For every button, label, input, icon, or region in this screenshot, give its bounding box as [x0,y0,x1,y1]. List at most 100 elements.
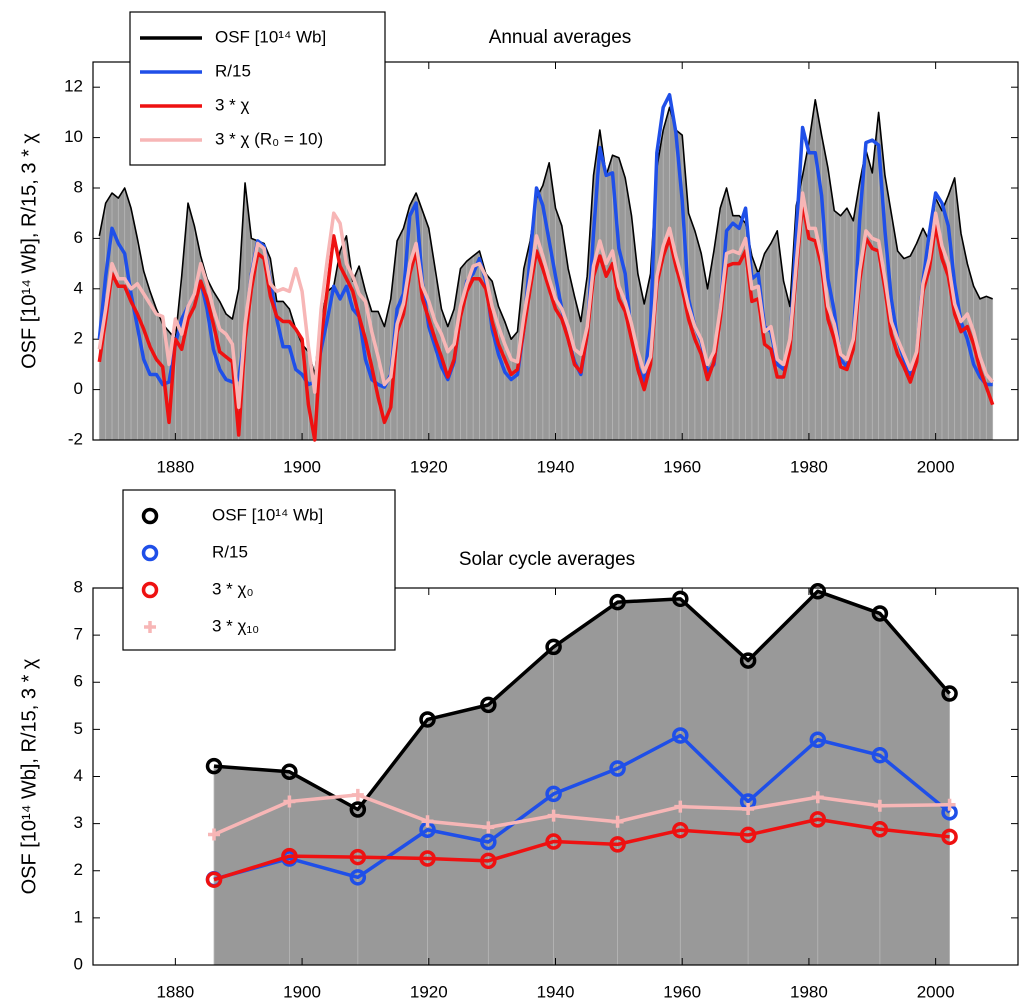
x-tick-label: 1900 [283,982,321,1001]
marker [871,605,889,622]
marker [609,593,626,611]
marker [742,803,755,816]
series-line [97,201,995,442]
marker [547,809,560,822]
legend-swatch [141,507,159,525]
marker [545,638,562,656]
marker [739,826,757,844]
legend-label: OSF [10¹⁴ Wb] [215,27,326,46]
y-tick-label: 5 [74,719,83,738]
x-tick-label: 1960 [663,457,701,476]
legend-label: 3 * χ₀ [212,579,254,598]
marker [349,869,367,886]
y-axis-label: OSF [10¹⁴ Wb], R/15, 3 * χ [18,133,40,369]
marker [871,821,889,838]
x-tick-label: 1960 [663,982,701,1001]
x-tick-label: 1940 [537,457,575,476]
x-tick-label: 2000 [917,457,955,476]
marker [811,791,824,804]
series-line [213,589,951,812]
x-tick-label: 1880 [156,457,194,476]
marker [351,788,364,801]
series-line [213,793,950,837]
series-line [213,733,951,881]
marker [609,836,626,853]
x-tick-label: 2000 [917,982,955,1001]
marker [871,747,889,764]
x-tick-label: 1920 [410,982,448,1001]
marker [809,583,827,600]
y-tick-label: 4 [74,766,83,785]
marker [281,763,298,781]
marker [419,711,436,728]
marker [349,848,367,866]
x-tick-label: 1980 [790,982,828,1001]
marker [674,800,687,813]
y-tick-label: 2 [74,329,83,348]
series-line [98,99,993,376]
marker [545,785,562,803]
y-tick-label: 1 [74,907,83,926]
x-tick-label: 1880 [156,982,194,1001]
legend-label: 3 * χ [215,95,250,114]
y-tick-label: 6 [74,228,83,247]
area [214,591,950,965]
marker [283,795,296,808]
marker [672,590,689,608]
marker [739,652,757,669]
legend-label: OSF [10¹⁴ Wb] [212,505,323,524]
marker [419,850,436,867]
marker [349,801,367,818]
marker [809,731,827,748]
marker [482,821,495,834]
marker [205,871,223,888]
y-tick-label: 7 [74,625,83,644]
y-tick-label: -2 [68,429,83,448]
y-tick-label: 6 [74,672,83,691]
x-tick-label: 1980 [790,457,828,476]
marker [281,847,298,865]
marker [611,815,624,828]
x-tick-label: 1900 [283,457,321,476]
marker [480,852,497,870]
chart-title: Annual averages [489,27,632,48]
marker [208,828,221,841]
marker [480,696,497,714]
y-axis-label: OSF [10¹⁴ Wb], R/15, 3 * χ [18,658,40,894]
marker [941,685,958,702]
legend-label: R/15 [215,61,251,80]
legend-box [122,489,396,651]
y-tick-label: 10 [64,127,83,146]
marker [941,828,958,846]
y-tick-label: 8 [74,577,83,596]
y-tick-label: 8 [74,177,83,196]
legend-label: 3 * χ (R₀ = 10) [215,129,323,148]
marker [672,727,689,744]
chart-title: Solar cycle averages [459,549,635,570]
marker [545,833,562,850]
marker [421,815,434,828]
y-tick-label: 3 [74,813,83,832]
legend-label: 3 * χ₁₀ [212,616,259,635]
legend-swatch [144,621,156,633]
marker [205,757,223,775]
series-line [213,817,950,882]
y-tick-label: 0 [74,379,83,398]
y-tick-label: 2 [74,860,83,879]
y-tick-label: 12 [64,77,83,96]
marker [873,799,886,812]
y-tick-label: 0 [74,954,83,973]
x-tick-label: 1940 [537,982,575,1001]
legend-swatch [141,544,159,562]
marker [809,811,827,828]
series-line [97,191,994,409]
legend-label: R/15 [212,542,248,561]
marker [672,821,689,839]
marker [943,798,956,811]
marker [609,760,626,777]
marker [480,833,497,851]
y-tick-label: 4 [74,278,83,297]
x-tick-label: 1920 [410,457,448,476]
legend-swatch [141,581,159,599]
